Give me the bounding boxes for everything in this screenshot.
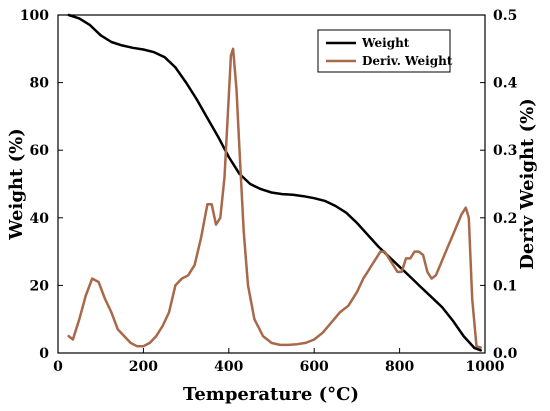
x-tick-label: 0	[53, 359, 63, 375]
x-tick-label: 1000	[466, 359, 505, 375]
series-layer	[67, 13, 482, 352]
legend-box	[317, 29, 451, 73]
x-axis-title: Temperature (°C)	[183, 384, 359, 405]
y-right-tick-label: 0.0	[493, 346, 518, 362]
y-right-tick-label: 0.2	[493, 211, 517, 227]
y-right-tick-label: 0.1	[493, 278, 517, 294]
x-tick-label: 800	[385, 359, 414, 375]
y-axis-title-right: Deriv Weight (%)	[517, 98, 538, 270]
legend-label-deriv-weight: Deriv. Weight	[362, 54, 453, 68]
y-tick-label: 100	[20, 8, 49, 24]
x-tick-label: 200	[129, 359, 158, 375]
y-axis-right: 0.0 0.1 0.2 0.3 0.4 0.5	[480, 8, 518, 362]
y-right-tick-label: 0.4	[493, 76, 518, 92]
y-tick-label: 0	[39, 346, 49, 362]
legend-label-weight: Weight	[361, 36, 410, 50]
y-right-tick-label: 0.3	[493, 143, 517, 159]
y-tick-label: 40	[30, 211, 50, 227]
legend: Weight Deriv. Weight	[317, 29, 453, 73]
y-right-tick-label: 0.5	[493, 8, 517, 24]
y-tick-label: 20	[30, 278, 50, 294]
x-tick-label: 400	[214, 359, 243, 375]
y-tick-label: 80	[30, 76, 50, 92]
y-tick-label: 60	[30, 143, 50, 159]
series-line-weight	[67, 13, 482, 352]
x-tick-label: 600	[300, 359, 329, 375]
y-axis-title-left: Weight (%)	[6, 128, 27, 240]
y-axis-left: 0 20 40 60 80 100	[20, 8, 63, 362]
x-axis: 0 200 400 600 800 1000	[53, 348, 505, 375]
series-line-deriv-weight	[67, 47, 482, 349]
